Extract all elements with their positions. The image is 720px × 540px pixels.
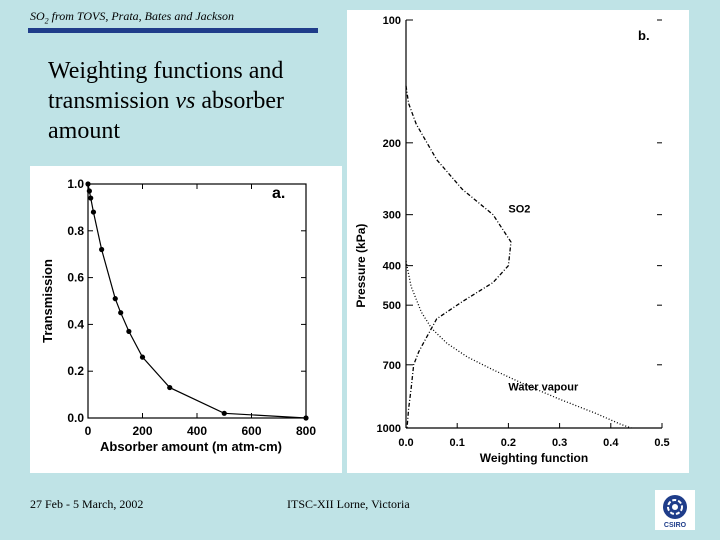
slide-title: Weighting functions and transmission vs … <box>48 56 348 146</box>
x-tick-label: 800 <box>296 424 316 438</box>
footer-date: 27 Feb - 5 March, 2002 <box>30 497 144 511</box>
transmission-point <box>99 246 105 253</box>
transmission-point <box>139 354 146 360</box>
y-tick-label: 700 <box>383 360 401 372</box>
transmission-point <box>118 310 124 316</box>
transmission-point <box>112 296 118 302</box>
transmission-point <box>126 328 132 335</box>
series-label-so2: SO2 <box>508 204 530 216</box>
x-tick-label: 0.4 <box>603 437 619 449</box>
weighting-function-chart-panel: 0.0 0.1 0.2 0.3 0.4 0.5 100 200 300 400 500 700 1000… <box>347 10 689 473</box>
x-tick-label: 600 <box>241 424 261 438</box>
csiro-logo-text: CSIRO <box>664 522 687 529</box>
header-text: SO2 from TOVS, Prata, Bates and Jackson <box>30 9 234 26</box>
plot-frame <box>87 183 307 419</box>
header-rule <box>28 28 318 33</box>
x-tick-label: 200 <box>132 424 152 438</box>
title-line-2b: absorber <box>195 88 284 114</box>
title-line-3: amount <box>48 118 120 144</box>
y-tick-label: 0.0 <box>67 411 84 425</box>
csiro-logo-icon: CSIRO <box>663 495 687 529</box>
transmission-chart-panel: 0 200 400 600 800 0.0 0.2 0.4 0.6 0.8 1.0 a. Absorbe… <box>30 166 342 473</box>
transmission-point <box>90 209 97 215</box>
x-axis-label: Absorber amount (m atm-cm) <box>100 439 282 454</box>
footer-venue: ITSC-XII Lorne, Victoria <box>287 497 410 511</box>
y-tick-label: 0.8 <box>67 224 84 238</box>
x-tick-label: 0.1 <box>450 437 465 449</box>
x-tick-label: 400 <box>187 424 207 438</box>
transmission-point <box>85 181 91 187</box>
x-tick-label: 0 <box>85 424 92 438</box>
transmission-chart: 0 200 400 600 800 0.0 0.2 0.4 0.6 0.8 1.0 a. Absorbe… <box>40 177 316 454</box>
y-tick-label: 300 <box>383 210 401 222</box>
y-tick-label: 400 <box>383 261 401 273</box>
panel-label-a: a. <box>272 185 285 202</box>
transmission-point <box>303 415 309 421</box>
transmission-point <box>86 188 92 194</box>
weighting-function-chart: 0.0 0.1 0.2 0.3 0.4 0.5 100 200 300 400 500 700 1000… <box>354 15 670 465</box>
x-tick-label: 0.5 <box>654 437 669 449</box>
x-tick-label: 0.3 <box>552 437 567 449</box>
x-tick-label: 0.2 <box>501 437 516 449</box>
transmission-line <box>87 183 307 419</box>
title-line-2: transmission <box>48 88 176 114</box>
transmission-point <box>167 384 173 391</box>
series-line-1 <box>405 261 632 429</box>
y-tick-label: 0.4 <box>67 317 84 331</box>
y-tick-label: 500 <box>383 300 401 312</box>
series-line-0 <box>405 85 512 429</box>
panel-label-b: b. <box>638 28 650 43</box>
series-label-water-vapour: Water vapour <box>508 382 579 394</box>
x-axis-label: Weighting function <box>480 451 588 465</box>
x-tick-label: 0.0 <box>398 437 413 449</box>
title-line-1: Weighting functions and <box>48 58 284 84</box>
transmission-point <box>88 195 94 201</box>
csiro-logo: CSIRO <box>655 490 695 530</box>
y-axis-label: Transmission <box>40 259 55 343</box>
transmission-point <box>221 410 227 416</box>
y-tick-label: 1.0 <box>67 177 84 191</box>
y-tick-label: 0.2 <box>67 364 84 378</box>
y-tick-label: 0.6 <box>67 271 84 285</box>
y-tick-label: 100 <box>383 15 401 27</box>
y-axis-label: Pressure (kPa) <box>354 224 368 308</box>
title-italic-vs: vs <box>175 88 196 114</box>
y-tick-label: 1000 <box>377 423 401 435</box>
y-tick-label: 200 <box>383 138 401 150</box>
